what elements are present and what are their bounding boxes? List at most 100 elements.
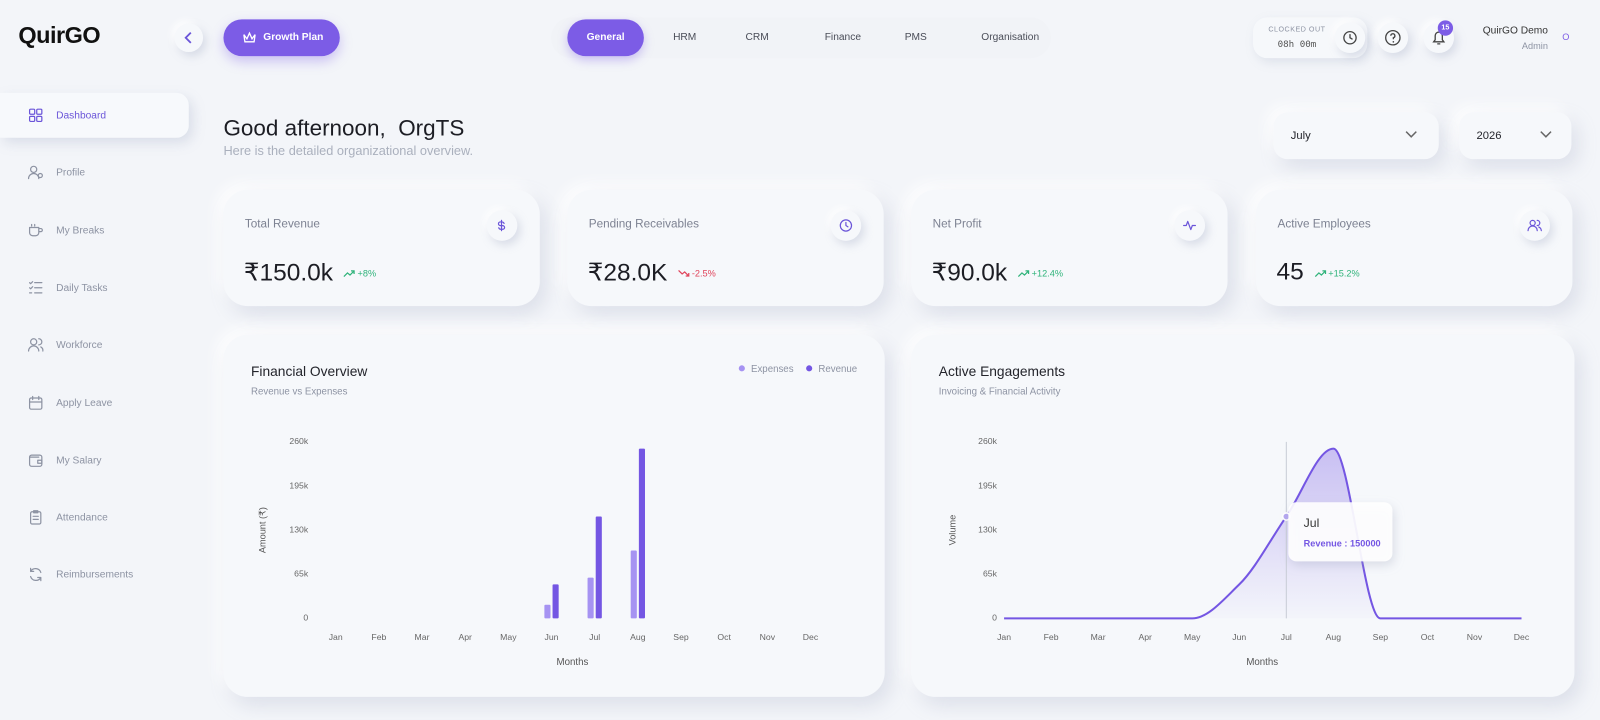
kpi-icon-button[interactable] <box>830 210 862 241</box>
y-tick-label: 130k <box>978 524 997 534</box>
year-select[interactable]: 2026 <box>1459 112 1572 160</box>
kpi-change: -2.5% <box>691 268 716 279</box>
chart-title: Financial Overview <box>251 364 367 379</box>
area-fill <box>1004 448 1522 619</box>
kpi-icon <box>497 219 506 232</box>
sidebar-label: Dashboard <box>56 110 107 122</box>
month-select[interactable]: July <box>1273 112 1439 160</box>
kpi-label: Pending Receivables <box>588 218 700 231</box>
sidebar-label: My Breaks <box>56 225 105 237</box>
sidebar-icon <box>28 108 43 123</box>
x-tick-label: May <box>500 632 517 642</box>
help-button[interactable] <box>1377 22 1409 54</box>
sidebar-item[interactable]: Profile <box>0 150 189 195</box>
kpi-card: Total Revenue ₹150.0k +8% <box>223 189 540 307</box>
y-tick-label: 65k <box>294 569 309 579</box>
sidebar-item[interactable]: Workforce <box>0 323 189 368</box>
clock-button[interactable] <box>1334 22 1366 54</box>
y-tick-label: 195k <box>978 480 997 490</box>
kpi-icon <box>1183 220 1197 231</box>
nav-tab[interactable]: General <box>567 19 644 57</box>
area-chart: Active Engagements Invoicing & Financial … <box>939 364 1530 668</box>
x-tick-label: Jun <box>545 632 559 642</box>
nav-tab[interactable]: Organisation <box>981 31 1040 43</box>
kpi-icon-button[interactable] <box>1174 210 1206 241</box>
x-tick-label: Nov <box>1467 632 1483 642</box>
chart-subtitle: Revenue vs Expenses <box>251 386 348 397</box>
sidebar-item[interactable]: Reimbursements <box>0 552 189 597</box>
month-value: July <box>1290 129 1311 142</box>
x-tick-label: Oct <box>1421 632 1435 642</box>
notification-button[interactable]: 15 <box>1423 20 1455 54</box>
button-label: Growth Plan <box>263 31 324 43</box>
year-value: 2026 <box>1476 129 1502 142</box>
avatar[interactable]: O <box>1562 31 1570 42</box>
trend-icon <box>678 269 690 277</box>
sidebar-icon <box>28 223 43 236</box>
chart-title: Active Engagements <box>939 364 1065 379</box>
sidebar-label: Attendance <box>56 512 108 524</box>
legend-marker <box>806 365 813 372</box>
kpi-value: ₹90.0k <box>931 259 1008 287</box>
trend-icon <box>343 270 356 277</box>
kpi-icon <box>1527 219 1542 232</box>
user-role: Admin <box>1521 40 1548 52</box>
x-tick-label: Sep <box>1373 632 1389 642</box>
kpi-card: Net Profit ₹90.0k +12.4% <box>911 189 1228 307</box>
y-tick-label: 260k <box>289 436 308 446</box>
kpi-label: Total Revenue <box>244 218 320 231</box>
kpi-label: Active Employees <box>1277 218 1371 231</box>
nav-tab[interactable]: HRM <box>673 31 697 43</box>
x-tick-label: Mar <box>415 632 430 642</box>
x-tick-label: Dec <box>803 632 819 642</box>
x-tick-label: Oct <box>717 632 731 642</box>
tooltip-text: Revenue : 150000 <box>1304 538 1381 548</box>
x-tick-label: Aug <box>630 632 646 642</box>
y-tick-label: 0 <box>992 613 997 623</box>
sidebar-label: My Salary <box>56 454 102 467</box>
nav-tab[interactable]: PMS <box>904 31 927 43</box>
y-axis-label: Volume <box>947 515 957 546</box>
sidebar-item[interactable]: Apply Leave <box>0 380 189 425</box>
x-tick-label: Dec <box>1514 632 1530 642</box>
notification-badge: 15 <box>1437 20 1454 36</box>
bar <box>552 584 559 619</box>
growth-plan-button[interactable]: Growth Plan <box>223 19 340 57</box>
sidebar-label: Daily Tasks <box>56 282 108 294</box>
x-tick-label: Jul <box>589 632 600 642</box>
collapse-button[interactable] <box>174 23 204 53</box>
kpi-icon <box>839 219 853 232</box>
chevron-icon <box>1540 131 1552 138</box>
clock-time: 08h 00m <box>1277 39 1317 50</box>
x-tick-label: Jan <box>997 632 1011 642</box>
kpi-value: 45 <box>1276 258 1304 286</box>
legend-label: Expenses <box>751 364 794 375</box>
sidebar-item[interactable]: Daily Tasks <box>0 265 189 310</box>
bar <box>638 448 645 619</box>
bar <box>587 577 594 619</box>
sidebar-item[interactable]: My Breaks <box>0 208 189 253</box>
crown-icon <box>243 31 256 43</box>
tooltip-box <box>1288 502 1393 562</box>
y-tick-label: 65k <box>983 569 998 579</box>
active-engagements-card: Active Engagements Invoicing & Financial … <box>911 334 1575 697</box>
kpi-value: ₹28.0K <box>587 259 668 287</box>
sidebar-icon <box>29 510 42 525</box>
kpi-label: Net Profit <box>932 218 982 231</box>
nav-tab[interactable]: CRM <box>745 31 769 43</box>
sidebar-item[interactable]: Attendance <box>0 495 189 540</box>
kpi-change: +15.2% <box>1328 268 1360 279</box>
sidebar-label: Reimbursements <box>56 569 134 582</box>
nav-tab[interactable]: Finance <box>824 31 861 43</box>
kpi-card: Pending Receivables ₹28.0K -2.5% <box>567 189 884 307</box>
bar <box>595 516 602 619</box>
sidebar-item[interactable]: My Salary <box>0 438 189 483</box>
kpi-icon-button[interactable] <box>486 210 518 241</box>
sidebar-item[interactable]: Dashboard <box>0 92 189 138</box>
kpi-icon-button[interactable] <box>1519 210 1550 241</box>
logo[interactable]: QuirGO <box>18 21 101 48</box>
x-tick-label: Mar <box>1091 632 1106 642</box>
chevron-icon <box>1405 131 1417 138</box>
